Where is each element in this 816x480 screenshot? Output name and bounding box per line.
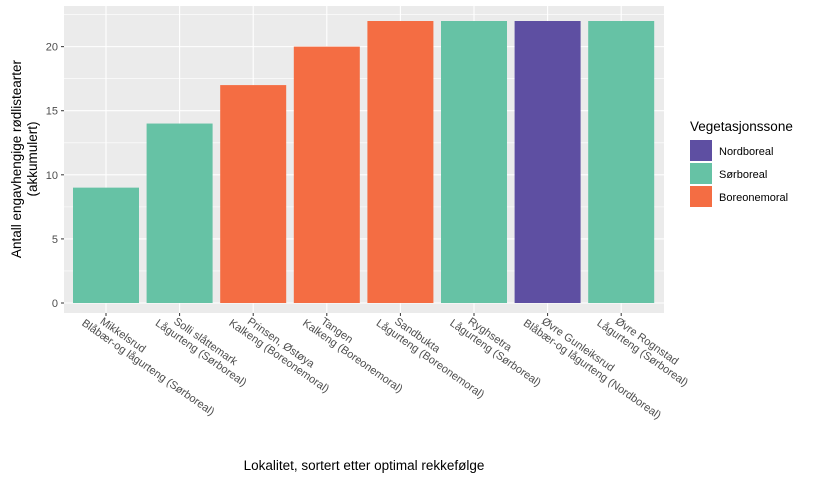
y-tick-label: 5 bbox=[52, 234, 58, 246]
legend-label: Sørboreal bbox=[719, 169, 767, 181]
y-tick-label: 15 bbox=[46, 106, 58, 118]
bar bbox=[367, 21, 434, 303]
bar bbox=[220, 85, 287, 303]
legend-key bbox=[690, 163, 712, 184]
y-tick-label: 10 bbox=[46, 170, 58, 182]
y-axis-title-line-2: (akkumulert) bbox=[25, 121, 40, 196]
bar bbox=[146, 123, 213, 303]
legend: Vegetasjonssone Nordboreal Sørboreal Boreo… bbox=[690, 119, 793, 207]
bar bbox=[588, 21, 655, 303]
bars bbox=[73, 21, 655, 304]
legend-label: Nordboreal bbox=[719, 146, 773, 158]
legend-key bbox=[690, 186, 712, 207]
y-tick-label: 0 bbox=[52, 298, 58, 310]
legend-key bbox=[690, 140, 712, 161]
x-axis-title: Lokalitet, sortert etter optimal rekkefø… bbox=[244, 458, 485, 473]
legend-title: Vegetasjonssone bbox=[690, 119, 793, 134]
bar bbox=[441, 21, 507, 303]
bar bbox=[514, 21, 581, 303]
y-tick-label: 20 bbox=[46, 42, 58, 54]
bar bbox=[293, 46, 360, 304]
legend-label: Boreonemoral bbox=[719, 192, 788, 204]
y-axis-title-line-1: Antall engavhengige rødlistearter bbox=[9, 59, 24, 258]
y-axis: 0 5 10 15 20 bbox=[46, 42, 64, 310]
bar bbox=[73, 187, 139, 303]
